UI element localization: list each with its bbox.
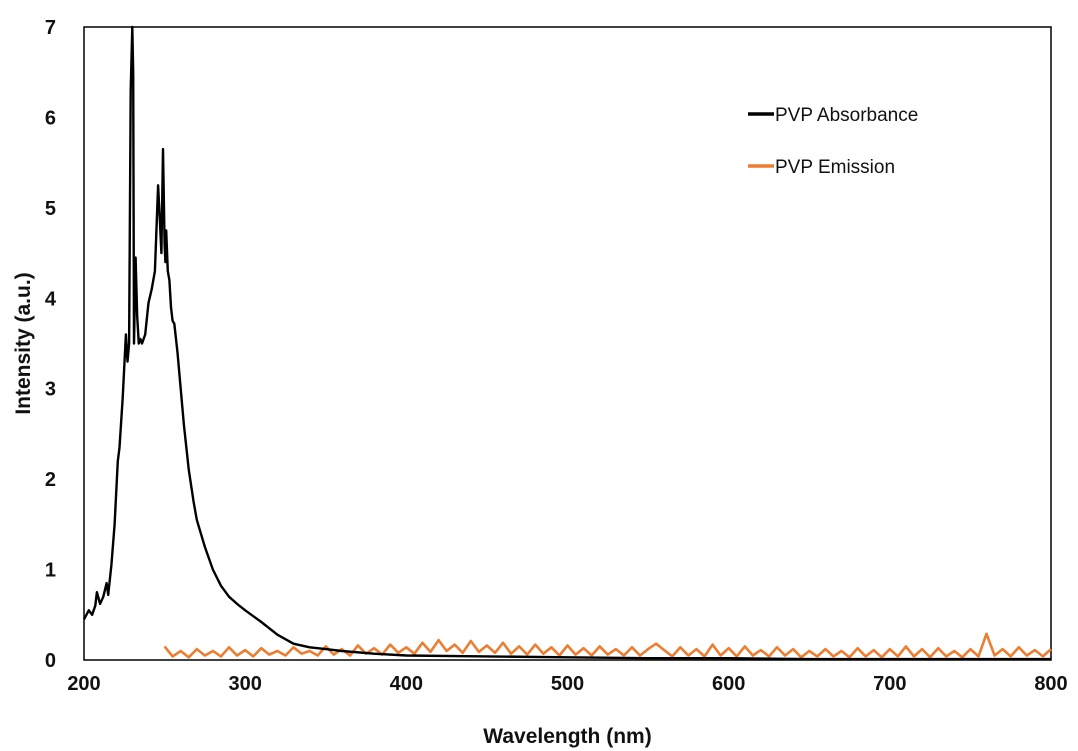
x-tick-label: 500	[551, 673, 584, 695]
x-axis-ticks: 200 300 400 500 600 700 800	[67, 673, 1067, 695]
series-lines	[82, 25, 1052, 661]
plot-area	[83, 26, 1052, 661]
y-tick-label: 6	[45, 107, 56, 129]
x-tick-label: 600	[712, 673, 745, 695]
y-tick-label: 2	[45, 469, 56, 491]
y-axis-ticks: 0 1 2 3 4 5 6 7	[45, 17, 57, 672]
x-tick-label: 200	[67, 673, 100, 695]
y-tick-label: 3	[45, 379, 56, 401]
x-tick-label: 800	[1034, 673, 1067, 695]
legend: PVP Absorbance PVP Emission	[748, 105, 918, 178]
x-tick-label: 700	[873, 673, 906, 695]
y-tick-label: 7	[45, 17, 56, 39]
y-axis-title: Intensity (a.u.)	[12, 272, 35, 414]
y-tick-label: 5	[45, 198, 56, 220]
legend-label: PVP Emission	[775, 157, 895, 178]
x-tick-label: 400	[390, 673, 423, 695]
legend-label: PVP Absorbance	[775, 105, 918, 126]
series-line-absorbance	[82, 25, 1051, 661]
y-tick-label: 0	[45, 650, 56, 672]
y-tick-label: 1	[45, 560, 56, 582]
y-tick-label: 4	[45, 288, 57, 310]
x-tick-label: 300	[228, 673, 261, 695]
series-line-emission	[163, 632, 1052, 659]
x-axis-title: Wavelength (nm)	[483, 725, 651, 748]
